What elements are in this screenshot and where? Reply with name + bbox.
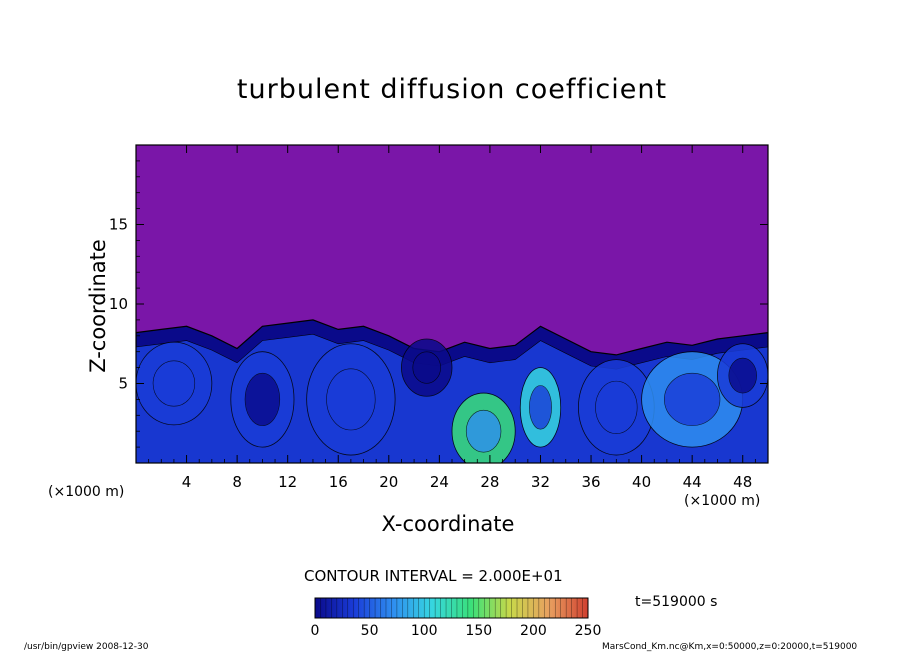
eddy-2: [230, 351, 295, 448]
eddy-5-core: [465, 409, 502, 453]
chart-title: turbulent diffusion coefficient: [236, 74, 668, 105]
eddy-9-core: [728, 357, 757, 394]
colorbar: 0 50 100 150 200 250: [311, 597, 602, 639]
eddy-6-core: [529, 385, 552, 430]
eddy-6: [519, 367, 562, 448]
eddy-9: [717, 343, 768, 408]
eddy-3: [306, 343, 396, 456]
x-tick-label-20: 20: [379, 473, 398, 491]
x-tick-label-8: 8: [232, 473, 242, 491]
y-axis-unit: (×1000 m): [48, 484, 125, 500]
footer-program-date: /usr/bin/gpview 2008-12-30: [24, 642, 149, 652]
x-tick-label-48: 48: [733, 473, 752, 491]
x-tick-label-40: 40: [632, 473, 651, 491]
footer-data-source: MarsCond_Km.nc@Km,x=0:50000,z=0:20000,t=…: [602, 642, 858, 652]
colorbar-tick-label-200: 200: [520, 623, 547, 639]
contour-interval-label: CONTOUR INTERVAL = 2.000E+01: [304, 567, 563, 585]
y-tick-label-5: 5: [118, 375, 128, 393]
x-tick-label-28: 28: [480, 473, 499, 491]
colorbar-tick-label-250: 250: [575, 623, 602, 639]
eddy-4: [401, 338, 453, 397]
eddy-1-core: [152, 360, 196, 407]
plot-area: [136, 145, 768, 463]
x-tick-label-32: 32: [531, 473, 550, 491]
y-tick-label-10: 10: [109, 295, 128, 313]
x-tick-label-24: 24: [430, 473, 449, 491]
colorbar-tick-label-100: 100: [411, 623, 438, 639]
colorbar-tick-label-0: 0: [311, 623, 320, 639]
y-tick-label-15: 15: [109, 216, 128, 234]
eddy-7-core: [595, 380, 638, 434]
x-tick-label-36: 36: [581, 473, 600, 491]
colorbar-tick-label-150: 150: [465, 623, 492, 639]
time-label: t=519000 s: [635, 594, 718, 610]
eddy-8-core: [664, 372, 721, 426]
x-tick-label-16: 16: [329, 473, 348, 491]
eddy-3-core: [326, 368, 376, 431]
eddy-7: [578, 359, 655, 456]
x-tick-label-4: 4: [182, 473, 192, 491]
x-axis-unit: (×1000 m): [684, 493, 761, 509]
x-axis-label: X-coordinate: [381, 512, 515, 536]
eddy-1: [136, 341, 213, 426]
eddy-4-core: [412, 351, 441, 384]
colorbar-tick-label-50: 50: [361, 623, 379, 639]
x-tick-label-12: 12: [278, 473, 297, 491]
x-tick-label-44: 44: [683, 473, 702, 491]
y-axis-label: Z-coordinate: [86, 239, 110, 373]
eddy-5: [451, 392, 516, 463]
eddy-2-core: [244, 372, 281, 426]
